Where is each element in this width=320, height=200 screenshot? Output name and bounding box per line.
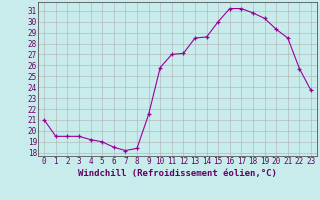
X-axis label: Windchill (Refroidissement éolien,°C): Windchill (Refroidissement éolien,°C): [78, 169, 277, 178]
